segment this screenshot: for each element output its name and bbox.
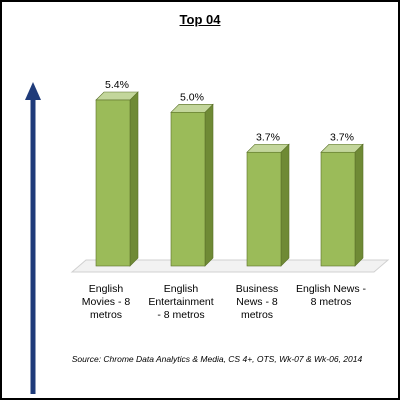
value-label-3: 3.7% — [256, 131, 280, 143]
value-labels: 5.4% 5.0% 3.7% 3.7% — [105, 79, 354, 143]
chart-floor — [70, 259, 390, 273]
category-label-business-news: Business News - 8 metros — [235, 283, 279, 321]
category-label-english-movies: English Movies - 8 metros — [81, 283, 131, 321]
value-label-1: 5.4% — [105, 79, 129, 91]
bar-3 — [246, 143, 290, 267]
bar-series — [95, 91, 364, 267]
source-note: Source: Chrome Data Analytics & Media, C… — [71, 354, 363, 364]
category-label-english-news: English News - 8 metros — [295, 283, 367, 308]
trend-arrow-icon — [25, 82, 41, 394]
value-label-4: 3.7% — [330, 131, 354, 143]
bar-4 — [320, 143, 364, 267]
value-label-2: 5.0% — [180, 91, 204, 103]
bar-1 — [95, 91, 139, 267]
chart-title: Top 04 — [179, 12, 221, 27]
category-label-english-entertainment: English Entertainment - 8 metros — [148, 283, 214, 321]
bar-2 — [170, 103, 214, 267]
